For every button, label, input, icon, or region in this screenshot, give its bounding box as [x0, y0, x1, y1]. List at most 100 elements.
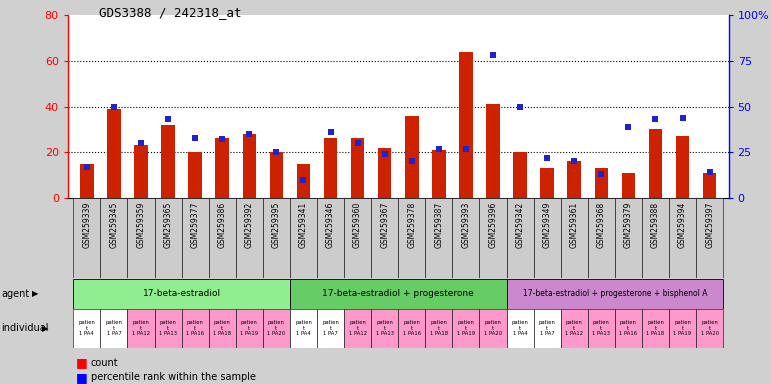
Bar — [73, 198, 100, 278]
Text: GDS3388 / 242318_at: GDS3388 / 242318_at — [99, 6, 241, 19]
Bar — [344, 198, 371, 278]
Bar — [270, 152, 283, 198]
Bar — [344, 309, 371, 348]
Text: patien
t
1 PA19: patien t 1 PA19 — [674, 320, 692, 336]
Bar — [534, 309, 561, 348]
Bar — [487, 104, 500, 198]
Text: GSM259360: GSM259360 — [353, 202, 362, 248]
Bar — [290, 309, 317, 348]
Bar — [621, 173, 635, 198]
Text: GSM259361: GSM259361 — [570, 202, 579, 248]
Text: patien
t
1 PA7: patien t 1 PA7 — [322, 320, 339, 336]
Bar — [243, 134, 256, 198]
Text: agent: agent — [2, 289, 30, 299]
Bar — [513, 152, 527, 198]
Bar — [209, 198, 236, 278]
Text: GSM259346: GSM259346 — [326, 202, 335, 248]
Bar — [642, 198, 669, 278]
Bar — [614, 309, 642, 348]
Bar — [290, 198, 317, 278]
Text: GSM259359: GSM259359 — [136, 202, 146, 248]
Text: patien
t
1 PA7: patien t 1 PA7 — [539, 320, 556, 336]
Text: GSM259377: GSM259377 — [190, 202, 200, 248]
Bar — [371, 309, 399, 348]
Text: patien
t
1 PA12: patien t 1 PA12 — [565, 320, 584, 336]
Text: GSM259365: GSM259365 — [163, 202, 173, 248]
Text: ■: ■ — [76, 356, 87, 369]
Text: patien
t
1 PA12: patien t 1 PA12 — [132, 320, 150, 336]
Bar — [263, 198, 290, 278]
Bar — [209, 309, 236, 348]
Bar — [614, 198, 642, 278]
Bar — [696, 198, 723, 278]
Bar — [127, 309, 154, 348]
Bar — [73, 309, 100, 348]
Bar — [188, 152, 202, 198]
Text: GSM259387: GSM259387 — [434, 202, 443, 248]
Text: GSM259393: GSM259393 — [461, 202, 470, 248]
Text: ▶: ▶ — [32, 289, 39, 298]
Bar — [588, 198, 614, 278]
Text: patien
t
1 PA4: patien t 1 PA4 — [295, 320, 312, 336]
Bar — [540, 168, 554, 198]
Bar — [154, 309, 182, 348]
Bar — [453, 309, 480, 348]
Bar — [215, 139, 229, 198]
Text: patien
t
1 PA4: patien t 1 PA4 — [512, 320, 528, 336]
Bar — [73, 279, 290, 308]
Text: patien
t
1 PA18: patien t 1 PA18 — [213, 320, 231, 336]
Text: patien
t
1 PA16: patien t 1 PA16 — [402, 320, 421, 336]
Bar — [290, 279, 507, 308]
Text: patien
t
1 PA20: patien t 1 PA20 — [268, 320, 285, 336]
Text: patien
t
1 PA19: patien t 1 PA19 — [241, 320, 258, 336]
Bar — [669, 309, 696, 348]
Bar — [703, 173, 716, 198]
Bar — [507, 279, 723, 308]
Bar — [154, 198, 182, 278]
Bar — [507, 309, 534, 348]
Bar — [297, 164, 310, 198]
Bar — [317, 309, 344, 348]
Bar — [134, 145, 148, 198]
Bar — [460, 52, 473, 198]
Bar — [378, 147, 392, 198]
Bar — [80, 164, 93, 198]
Text: patien
t
1 PA18: patien t 1 PA18 — [646, 320, 665, 336]
Text: GSM259342: GSM259342 — [516, 202, 524, 248]
Text: GSM259339: GSM259339 — [82, 202, 91, 248]
Text: patien
t
1 PA16: patien t 1 PA16 — [619, 320, 638, 336]
Text: patien
t
1 PA13: patien t 1 PA13 — [592, 320, 611, 336]
Bar — [127, 198, 154, 278]
Bar — [100, 309, 127, 348]
Text: GSM259397: GSM259397 — [705, 202, 714, 248]
Bar — [567, 161, 581, 198]
Text: GSM259392: GSM259392 — [244, 202, 254, 248]
Bar — [480, 309, 507, 348]
Text: GSM259378: GSM259378 — [407, 202, 416, 248]
Text: 17-beta-estradiol + progesterone: 17-beta-estradiol + progesterone — [322, 289, 474, 298]
Text: 17-beta-estradiol: 17-beta-estradiol — [143, 289, 221, 298]
Text: ▶: ▶ — [42, 324, 48, 333]
Bar — [594, 168, 608, 198]
Bar — [676, 136, 689, 198]
Text: patien
t
1 PA12: patien t 1 PA12 — [348, 320, 367, 336]
Text: ■: ■ — [76, 371, 87, 384]
Bar — [236, 198, 263, 278]
Bar — [236, 309, 263, 348]
Text: patien
t
1 PA18: patien t 1 PA18 — [429, 320, 448, 336]
Bar — [405, 116, 419, 198]
Text: patien
t
1 PA20: patien t 1 PA20 — [484, 320, 502, 336]
Text: GSM259341: GSM259341 — [299, 202, 308, 248]
Bar — [669, 198, 696, 278]
Bar — [371, 198, 399, 278]
Bar — [480, 198, 507, 278]
Bar — [696, 309, 723, 348]
Text: GSM259379: GSM259379 — [624, 202, 633, 248]
Bar — [642, 309, 669, 348]
Text: GSM259395: GSM259395 — [272, 202, 281, 248]
Text: patien
t
1 PA4: patien t 1 PA4 — [79, 320, 96, 336]
Text: GSM259349: GSM259349 — [543, 202, 552, 248]
Bar — [426, 309, 453, 348]
Text: patien
t
1 PA16: patien t 1 PA16 — [186, 320, 204, 336]
Bar — [426, 198, 453, 278]
